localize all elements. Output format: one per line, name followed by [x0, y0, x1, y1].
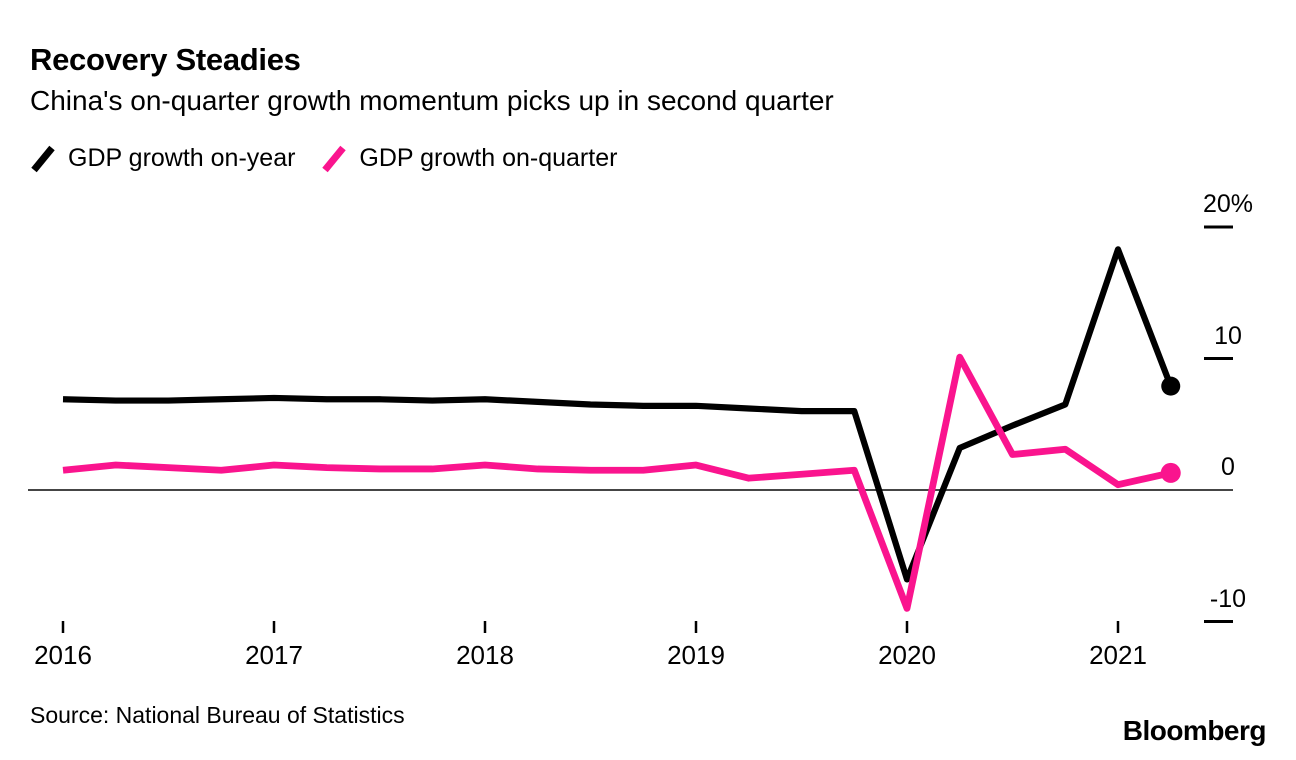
legend-item-on-year: GDP growth on-year — [30, 144, 295, 173]
source-note: Source: National Bureau of Statistics — [30, 702, 405, 728]
series-line-on-year — [62, 246, 1174, 583]
chart-title: Recovery Steadies — [30, 42, 301, 77]
black-slash-icon — [31, 145, 55, 172]
line-swatch-icon — [31, 145, 55, 172]
series-end-dot-on-year — [1161, 376, 1181, 396]
legend: GDP growth on-year GDP growth on-quarter — [30, 144, 617, 173]
legend-label: GDP growth on-quarter — [359, 144, 618, 172]
bloomberg-logo: Bloomberg — [1122, 715, 1267, 746]
legend-item-on-quarter: GDP growth on-quarter — [321, 144, 617, 173]
pink-slash-icon — [322, 145, 347, 172]
line-swatch-icon — [322, 145, 347, 172]
series-end-dot-on-quarter — [1160, 462, 1181, 483]
series-line-on-quarter — [62, 353, 1172, 612]
chart-subtitle: China's on-quarter growth momentum picks… — [30, 85, 834, 116]
legend-label: GDP growth on-year — [68, 144, 296, 172]
